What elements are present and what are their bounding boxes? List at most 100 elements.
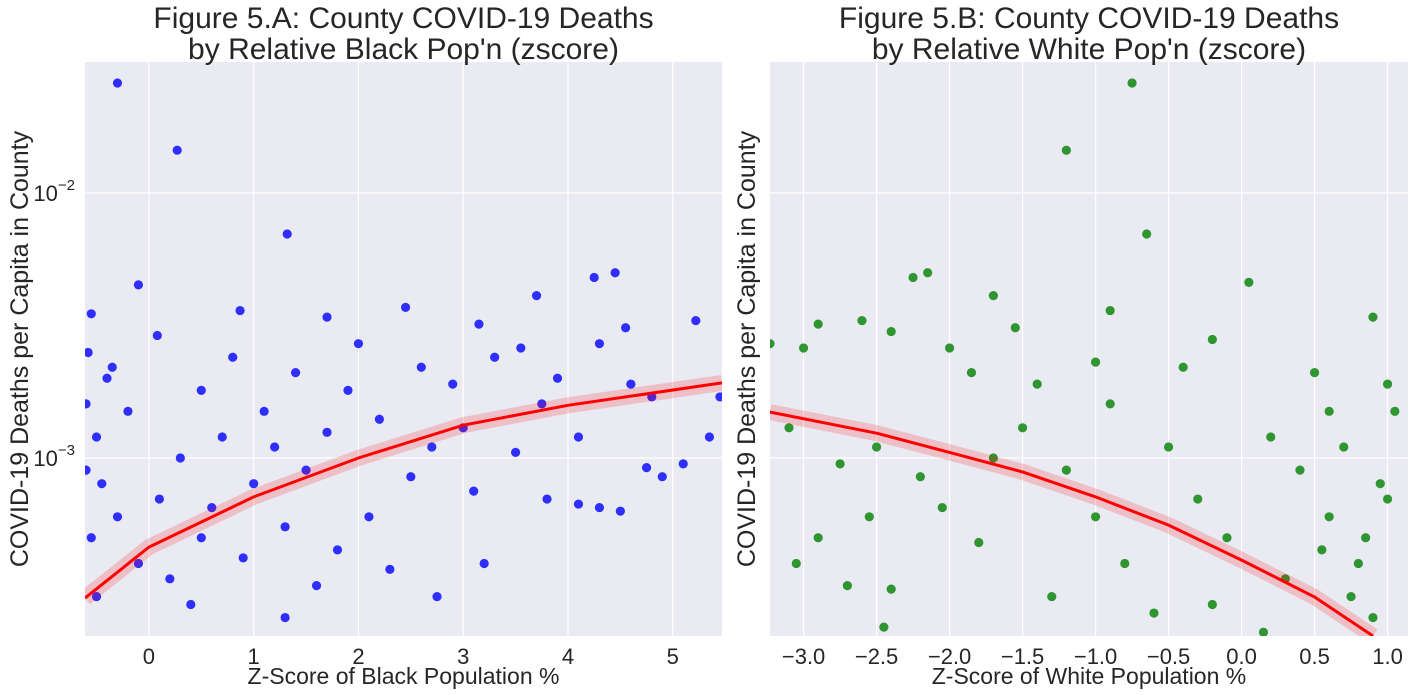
point	[879, 622, 889, 632]
point	[1061, 145, 1071, 155]
point	[594, 502, 605, 513]
y-axis-label: COVID-19 Deaths per Capita in County	[733, 130, 761, 567]
point	[626, 379, 636, 389]
point	[1382, 379, 1393, 389]
point	[172, 145, 182, 155]
point	[974, 537, 984, 548]
point	[133, 280, 144, 290]
point	[154, 494, 164, 504]
point	[1353, 558, 1363, 569]
point	[1105, 305, 1115, 316]
point	[86, 309, 96, 319]
point	[871, 442, 882, 452]
x-tick-label: 3	[457, 644, 469, 669]
point	[988, 290, 998, 301]
point	[86, 533, 96, 543]
point	[1010, 323, 1020, 333]
point	[85, 347, 93, 358]
point	[479, 558, 489, 569]
point	[1244, 277, 1254, 287]
chart-title: Figure 5.A: County COVID-19 Deaths	[153, 2, 653, 35]
point	[573, 432, 584, 442]
point	[857, 315, 867, 326]
point	[1309, 368, 1320, 378]
point	[784, 423, 794, 433]
x-tick-label: 1.0	[1372, 644, 1403, 669]
point	[516, 343, 526, 353]
point	[813, 319, 823, 329]
point	[85, 465, 91, 475]
point	[249, 479, 259, 489]
point	[322, 312, 332, 322]
point	[552, 373, 563, 383]
point	[770, 339, 775, 349]
point	[416, 362, 426, 372]
point	[280, 522, 290, 532]
point	[469, 486, 479, 496]
y-tick-base: 10	[33, 446, 57, 471]
point	[594, 339, 605, 349]
point	[573, 499, 584, 509]
fit-line	[85, 381, 722, 600]
point	[944, 343, 955, 353]
y-axis-label: COVID-19 Deaths per Capita in County	[6, 130, 34, 567]
point	[1317, 545, 1327, 555]
point	[542, 494, 552, 504]
point	[657, 472, 667, 482]
point	[406, 472, 416, 482]
point	[923, 268, 933, 278]
point	[235, 305, 245, 316]
point	[1368, 312, 1378, 322]
point	[1339, 442, 1349, 452]
point	[385, 564, 395, 574]
point	[988, 453, 998, 463]
point	[1149, 608, 1159, 618]
plot-area	[770, 62, 1408, 636]
point	[186, 599, 196, 610]
x-tick-label: −2.5	[855, 644, 898, 669]
point	[427, 442, 437, 452]
point	[91, 432, 102, 442]
point	[641, 462, 652, 473]
point	[813, 533, 823, 543]
point	[886, 584, 896, 594]
point	[322, 427, 332, 437]
point	[282, 229, 292, 239]
point	[1266, 432, 1276, 442]
point	[1061, 465, 1071, 475]
point	[1090, 512, 1101, 522]
point	[715, 392, 722, 402]
point	[537, 399, 547, 409]
chart-title: Figure 5.B: County COVID-19 Deaths	[839, 2, 1339, 35]
point	[915, 472, 925, 482]
point	[615, 506, 625, 516]
point	[311, 581, 322, 591]
point	[374, 414, 385, 424]
point	[1207, 334, 1217, 345]
point	[908, 272, 918, 283]
point	[1120, 558, 1130, 569]
x-tick-label: 5	[667, 644, 679, 669]
points	[770, 78, 1400, 636]
point	[610, 268, 620, 278]
point	[301, 465, 311, 475]
point	[207, 502, 217, 513]
x-tick-label: −0.5	[1147, 644, 1190, 669]
point	[280, 612, 290, 623]
point	[474, 319, 484, 329]
point	[1163, 442, 1174, 452]
point	[332, 545, 343, 555]
x-tick-label: 0.0	[1226, 644, 1257, 669]
point	[864, 512, 874, 522]
point	[343, 385, 353, 395]
point	[228, 352, 238, 362]
point	[364, 512, 374, 522]
chart-title: by Relative Black Pop'n (zscore)	[188, 33, 619, 66]
y-tick-label: 10−3	[33, 442, 75, 471]
point	[531, 290, 542, 301]
point	[1390, 406, 1400, 416]
point	[290, 368, 301, 378]
point	[85, 399, 91, 409]
point	[238, 553, 248, 563]
